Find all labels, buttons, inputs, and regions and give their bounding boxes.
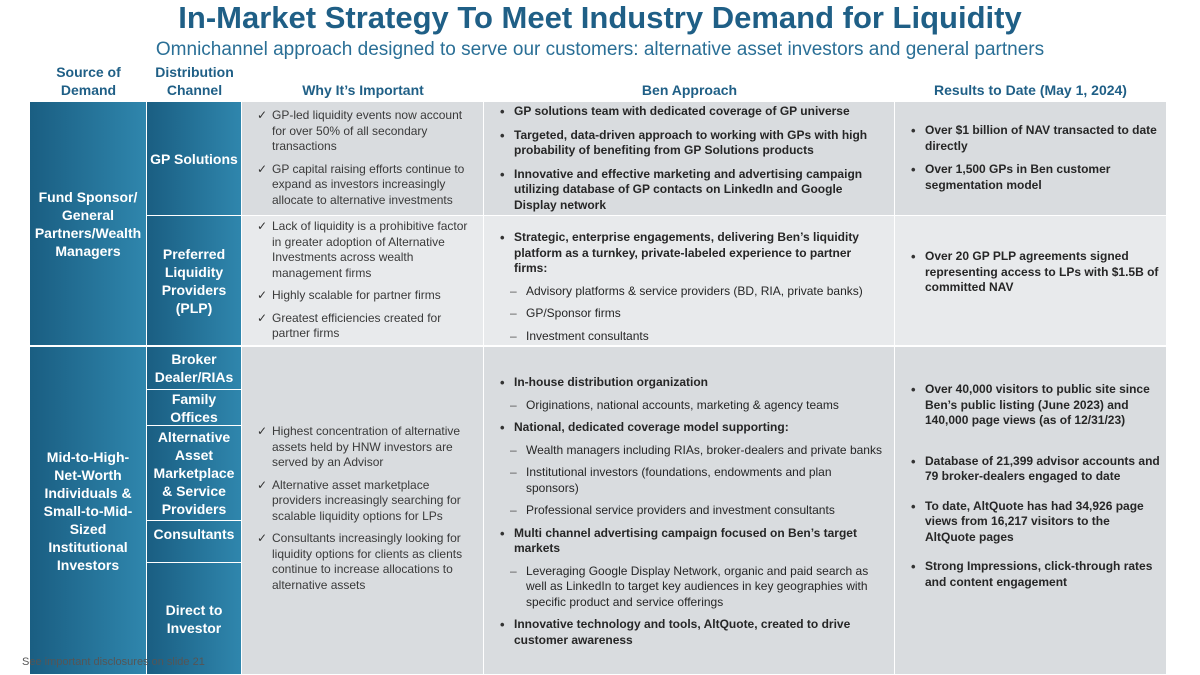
approach-plp-subitem: Investment consultants [498,329,884,345]
source-hnw: Mid-to-High-Net-Worth Individuals & Smal… [30,347,146,674]
header-source: Source of Demand [30,63,147,99]
why-gp-cell: GP-led liquidity events now account for … [242,102,483,215]
why-hnw-list: Highest concentration of alternative ass… [256,424,475,593]
footer-disclosure: See important disclosures on slide 21 [22,656,205,668]
channel-gp-solutions: GP Solutions [147,102,241,215]
why-hnw-item: Alternative asset marketplace providers … [256,478,475,525]
results-gp-item: Over 1,500 GPs in Ben customer segmentat… [909,162,1160,193]
why-plp-item: Greatest efficiencies created for partne… [256,311,475,342]
results-hnw-list: Over 40,000 visitors to public site sinc… [909,382,1162,590]
why-hnw-cell: Highest concentration of alternative ass… [242,347,483,674]
approach-hnw-subitem: Originations, national accounts, marketi… [498,398,886,414]
approach-hnw-item: Innovative technology and tools, AltQuot… [498,617,886,648]
header-channel-line1: Distribution [155,64,234,80]
approach-plp-list: Strategic, enterprise engagements, deliv… [498,230,884,344]
results-gp-item: Over $1 billion of NAV transacted to dat… [909,123,1160,154]
channel-direct: Direct to Investor [147,563,241,674]
source-hnw-label: Mid-to-High-Net-Worth Individuals & Smal… [43,448,133,573]
channel-alt-marketplace-label: Alternative Asset Marketplace & Service … [153,429,235,517]
why-plp-cell: Lack of liquidity is a prohibitive facto… [242,216,483,345]
channel-direct-label: Direct to Investor [165,601,223,636]
results-plp-item: Over 20 GP PLP agreements signed represe… [909,249,1160,296]
why-plp-item: Lack of liquidity is a prohibitive facto… [256,219,475,281]
results-hnw-cell: Over 40,000 visitors to public site sinc… [895,347,1166,674]
approach-hnw-subitem: Professional service providers and inves… [498,503,886,519]
channel-broker: Broker Dealer/RIAs [147,347,241,389]
approach-plp-subitem: GP/Sponsor firms [498,306,884,322]
header-channel: Distribution Channel [147,63,242,99]
why-plp-list: Lack of liquidity is a prohibitive facto… [256,219,475,342]
channel-consultants-label: Consultants [153,526,235,542]
approach-hnw-subitem: Wealth managers including RIAs, broker-d… [498,443,886,459]
why-hnw-item: Consultants increasingly looking for liq… [256,531,475,593]
approach-gp-item: Innovative and effective marketing and a… [498,167,884,214]
approach-plp-cell: Strategic, enterprise engagements, deliv… [484,216,894,345]
why-gp-item: GP-led liquidity events now account for … [256,108,475,155]
approach-hnw-item: In-house distribution organization [498,375,886,391]
approach-hnw-item: National, dedicated coverage model suppo… [498,420,886,436]
approach-hnw-subitem: Leveraging Google Display Network, organ… [498,564,886,611]
approach-hnw-subitem: Institutional investors (foundations, en… [498,465,886,496]
why-gp-list: GP-led liquidity events now account for … [256,108,475,208]
approach-plp-item: Strategic, enterprise engagements, deliv… [498,230,884,277]
channel-plp-label: Preferred Liquidity Providers (PLP) [161,245,227,316]
approach-hnw-cell: In-house distribution organization Origi… [484,347,894,674]
header-why: Why It’s Important [302,82,424,98]
results-gp-cell: Over $1 billion of NAV transacted to dat… [895,102,1166,215]
why-plp-item: Highly scalable for partner firms [256,288,475,304]
channel-alt-marketplace: Alternative Asset Marketplace & Service … [147,426,241,520]
channel-broker-label: Broker Dealer/RIAs [154,351,234,385]
results-gp-list: Over $1 billion of NAV transacted to dat… [909,123,1160,193]
results-hnw-item: Database of 21,399 advisor accounts and … [909,454,1162,485]
why-hnw-item: Highest concentration of alternative ass… [256,424,475,471]
why-gp-item: GP capital raising efforts continue to e… [256,162,475,209]
results-hnw-item: Over 40,000 visitors to public site sinc… [909,382,1162,429]
source-fund-sponsor: Fund Sponsor/ General Partners/Wealth Ma… [30,102,146,345]
approach-hnw-item: Multi channel advertising campaign focus… [498,526,886,557]
source-fund-sponsor-label: Fund Sponsor/ General Partners/Wealth Ma… [34,188,142,259]
results-plp-cell: Over 20 GP PLP agreements signed represe… [895,216,1166,345]
channel-gp-solutions-label: GP Solutions [150,151,238,167]
approach-gp-item: GP solutions team with dedicated coverag… [498,104,884,120]
header-source-line2: Demand [60,82,117,98]
channel-family-offices: Family Offices [147,390,241,425]
results-hnw-item: Strong Impressions, click-through rates … [909,559,1162,590]
header-approach: Ben Approach [641,82,738,98]
channel-family-offices-label: Family Offices [170,390,218,425]
header-results: Results to Date (May 1, 2024) [934,82,1127,98]
page-title: In-Market Strategy To Meet Industry Dema… [178,0,1022,35]
results-hnw-item: To date, AltQuote has had 34,926 page vi… [909,499,1162,546]
approach-hnw-list: In-house distribution organization Origi… [498,375,886,648]
channel-consultants: Consultants [147,521,241,562]
page-subtitle: Omnichannel approach designed to serve o… [155,39,1045,60]
header-source-line1: Source of [56,64,121,80]
header-channel-line2: Channel [166,82,223,98]
results-plp-list: Over 20 GP PLP agreements signed represe… [909,249,1160,296]
approach-gp-list: GP solutions team with dedicated coverag… [498,104,884,213]
channel-plp: Preferred Liquidity Providers (PLP) [147,216,241,345]
approach-gp-item: Targeted, data-driven approach to workin… [498,128,884,159]
approach-gp-cell: GP solutions team with dedicated coverag… [484,102,894,215]
approach-plp-subitem: Advisory platforms & service providers (… [498,284,884,300]
